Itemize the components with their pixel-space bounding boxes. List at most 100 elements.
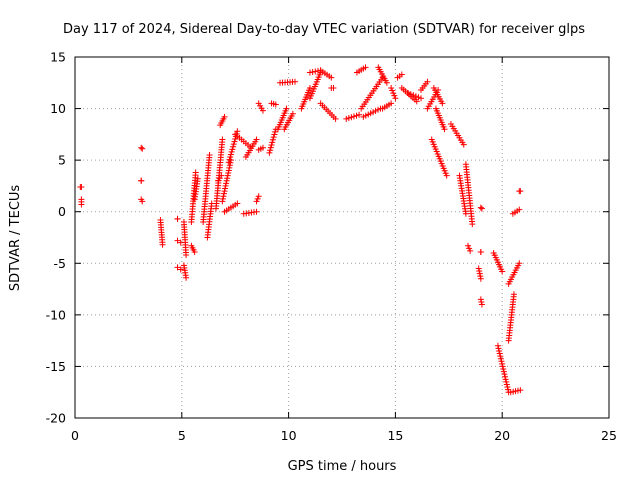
data-point (226, 162, 233, 169)
plot-frame (74, 56, 610, 419)
data-point (183, 252, 190, 259)
data-point (505, 386, 512, 393)
data-point (234, 200, 241, 207)
data-point (219, 136, 226, 143)
data-point (390, 90, 397, 97)
data-point (266, 149, 273, 156)
data-point (476, 268, 483, 275)
data-point (392, 95, 399, 102)
data-point (504, 384, 511, 391)
data-point (510, 291, 517, 298)
data-point (254, 195, 261, 202)
data-point (475, 265, 482, 272)
data-point (516, 260, 523, 267)
y-axis-label: SDTVAR / TECUs (8, 185, 23, 292)
data-point (268, 142, 275, 149)
data-point (221, 188, 228, 195)
data-point (391, 92, 398, 99)
data-point (220, 193, 227, 200)
data-point (497, 355, 504, 362)
data-point (332, 115, 339, 122)
data-point (312, 68, 319, 75)
data-point (503, 378, 510, 385)
y-tick-label: -20 (46, 411, 66, 426)
data-point (424, 78, 431, 85)
data-point (253, 208, 260, 215)
data-point (388, 84, 395, 91)
data-point (271, 131, 278, 138)
x-tick-label: 20 (494, 428, 510, 443)
data-point (222, 182, 229, 189)
data-point (138, 144, 145, 151)
data-point (218, 172, 225, 179)
data-point (502, 373, 509, 380)
data-point (292, 78, 299, 85)
data-point (230, 141, 237, 148)
data-point (348, 114, 355, 121)
data-point (415, 94, 422, 101)
data-point (283, 105, 290, 112)
axis-ticks: 0 5 10 15 20 25 -20 -15 -10 -5 0 5 10 15 (46, 50, 617, 444)
data-point (466, 245, 473, 252)
data-point (497, 353, 504, 360)
data-point (389, 87, 396, 94)
data-point (272, 128, 279, 135)
data-point (226, 156, 233, 163)
data-point (398, 71, 405, 78)
grid (75, 57, 609, 418)
data-point (477, 204, 484, 211)
data-point (350, 113, 357, 120)
y-tick-label: 5 (58, 153, 66, 168)
x-tick-label: 15 (387, 428, 403, 443)
data-point (345, 115, 352, 122)
data-point (174, 264, 181, 271)
data-point (478, 205, 485, 212)
data-point (206, 151, 213, 158)
data-point (467, 247, 474, 254)
data-point (517, 188, 524, 195)
data-point (496, 350, 503, 357)
data-point (405, 90, 412, 97)
data-point (330, 84, 337, 91)
data-point (224, 172, 231, 179)
data-point (500, 366, 507, 373)
data-point (495, 345, 502, 352)
data-point (476, 270, 483, 277)
data-point (192, 169, 199, 176)
data-point (306, 84, 313, 91)
data-point (460, 141, 467, 148)
data-point (494, 342, 501, 349)
data-point (253, 198, 260, 205)
data-point (478, 301, 485, 308)
data-point (224, 175, 231, 182)
data-point (388, 100, 395, 107)
data-point (225, 167, 232, 174)
data-point (418, 95, 425, 102)
y-tick-label: 0 (58, 204, 66, 219)
data-point (410, 92, 417, 99)
data-point (226, 164, 233, 171)
data-point (267, 147, 274, 154)
data-point (225, 159, 232, 166)
data-point (220, 190, 227, 197)
data-point (503, 381, 510, 388)
y-tick-label: -15 (46, 359, 66, 374)
data-point (177, 266, 184, 273)
data-point (269, 136, 276, 143)
data-point (500, 368, 507, 375)
data-point (443, 172, 450, 179)
data-point (498, 358, 505, 365)
data-point (267, 144, 274, 151)
data-point (227, 154, 234, 161)
data-point (314, 67, 321, 74)
data-point (223, 180, 230, 187)
data-point (477, 275, 484, 282)
y-tick-label: -5 (54, 256, 66, 271)
data-point (225, 170, 232, 177)
data-point (309, 68, 316, 75)
data-point (272, 101, 279, 108)
data-point (478, 298, 485, 305)
data-point (501, 371, 508, 378)
